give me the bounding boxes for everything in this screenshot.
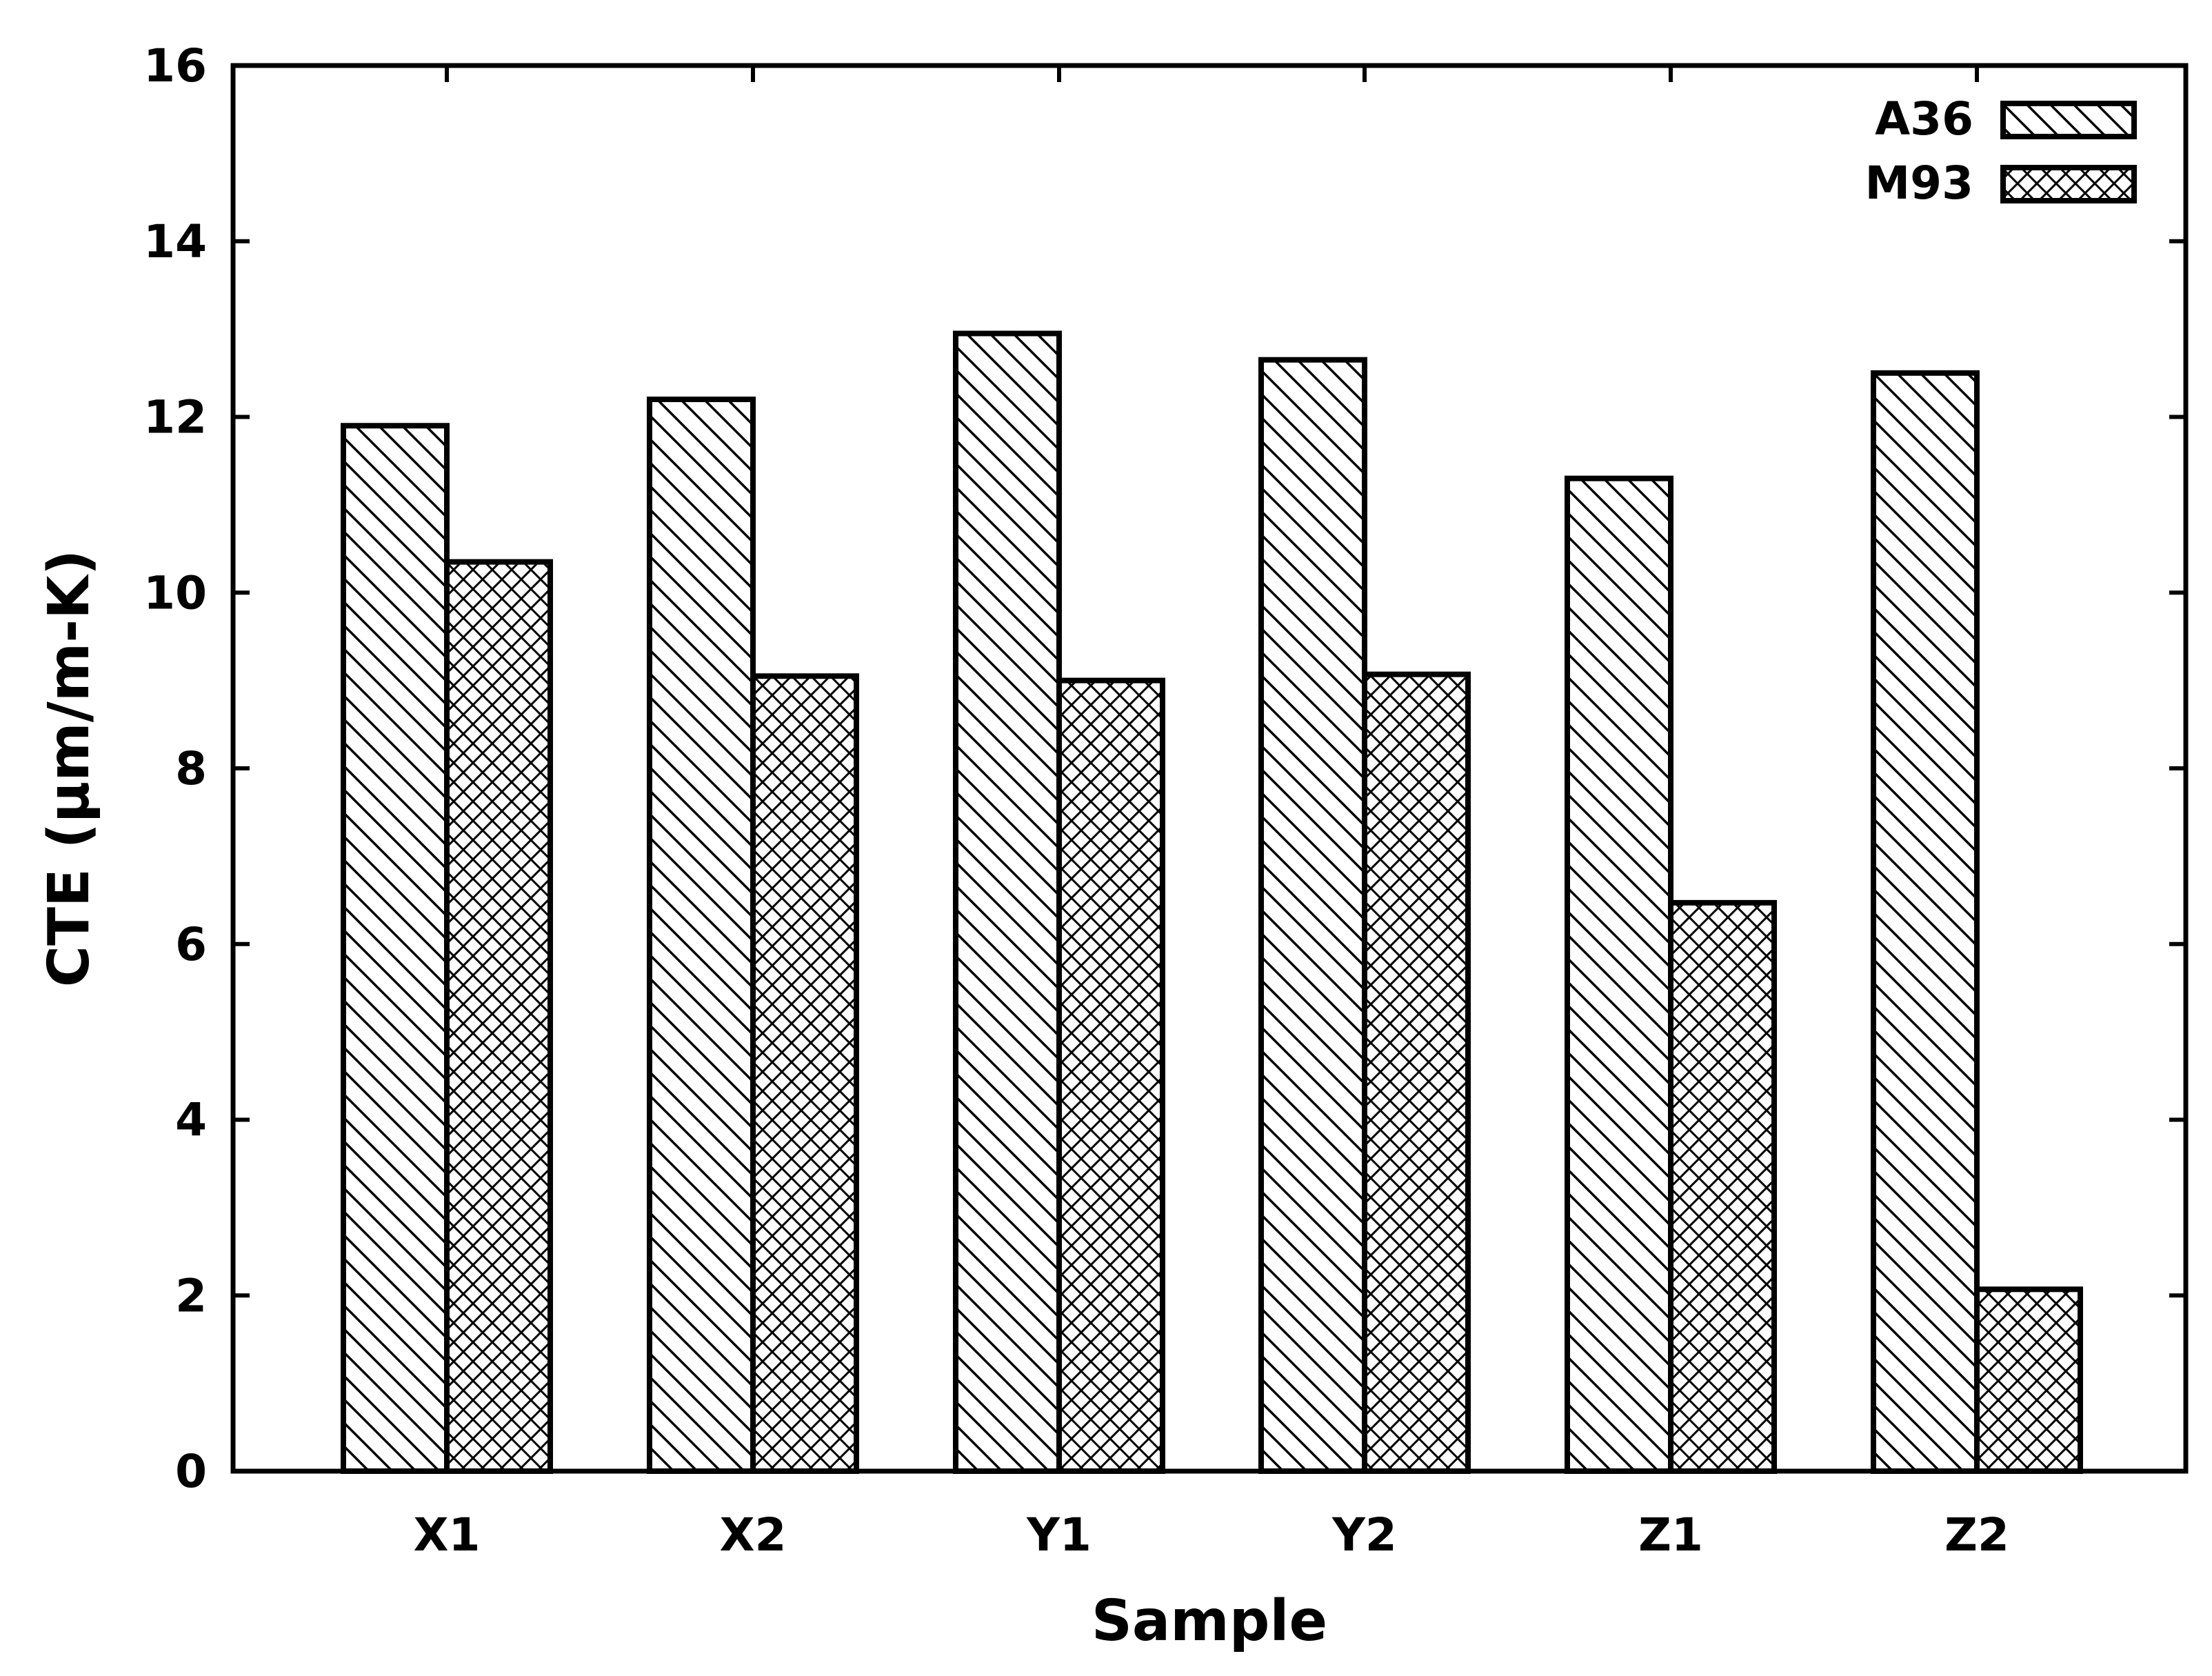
bar-a36-y1 xyxy=(953,330,1062,1474)
bar-m93-x2 xyxy=(750,673,859,1474)
bar-a36-x2 xyxy=(647,397,756,1474)
legend-label-a36: A36 xyxy=(1875,92,1973,146)
x-tick-label: Z2 xyxy=(1944,1508,2009,1562)
y-tick-label: 10 xyxy=(143,566,207,619)
legend: A36 M93 xyxy=(1864,92,2137,210)
x-tick-label: Z1 xyxy=(1638,1508,1703,1562)
y-tick-label: 12 xyxy=(143,391,207,444)
y-axis-ticks: 0 2 4 6 8 10 12 14 16 xyxy=(143,39,2186,1498)
y-tick-label: 2 xyxy=(175,1269,207,1322)
y-tick-label: 6 xyxy=(175,918,207,971)
x-tick-label: X2 xyxy=(720,1508,787,1562)
y-tick-label: 16 xyxy=(143,39,207,92)
legend-label-m93: M93 xyxy=(1864,157,1973,210)
plot-frame xyxy=(230,63,2189,1474)
bar-m93-x1 xyxy=(444,559,553,1475)
y-tick-label: 14 xyxy=(143,215,207,268)
bar-a36-x1 xyxy=(341,423,450,1474)
y-tick-label: 8 xyxy=(175,742,207,795)
y-axis-title: CTE (μm/m-K) xyxy=(37,550,102,987)
x-tick-label: Y2 xyxy=(1331,1508,1397,1562)
bar-a36-z2 xyxy=(1871,370,1980,1474)
x-tick-label: Y1 xyxy=(1026,1508,1092,1562)
y-tick-label: 0 xyxy=(175,1445,207,1498)
bar-m93-z2 xyxy=(1974,1286,2083,1474)
bar-a36-z1 xyxy=(1565,475,1673,1474)
y-tick-label: 4 xyxy=(175,1094,207,1147)
legend-swatch-a36 xyxy=(2000,101,2137,139)
bar-m93-y2 xyxy=(1362,671,1471,1474)
bar-m93-y1 xyxy=(1056,677,1165,1474)
x-tick-label: X1 xyxy=(414,1508,481,1562)
bar-m93-z1 xyxy=(1668,899,1777,1475)
bars-group xyxy=(341,330,2083,1475)
x-axis-title: Sample xyxy=(1092,1588,1327,1654)
bar-a36-y2 xyxy=(1258,357,1367,1474)
x-axis-ticks: X1 X2 Y1 Y2 Z1 Z2 xyxy=(414,66,2009,1562)
legend-swatch-m93 xyxy=(2000,165,2137,203)
